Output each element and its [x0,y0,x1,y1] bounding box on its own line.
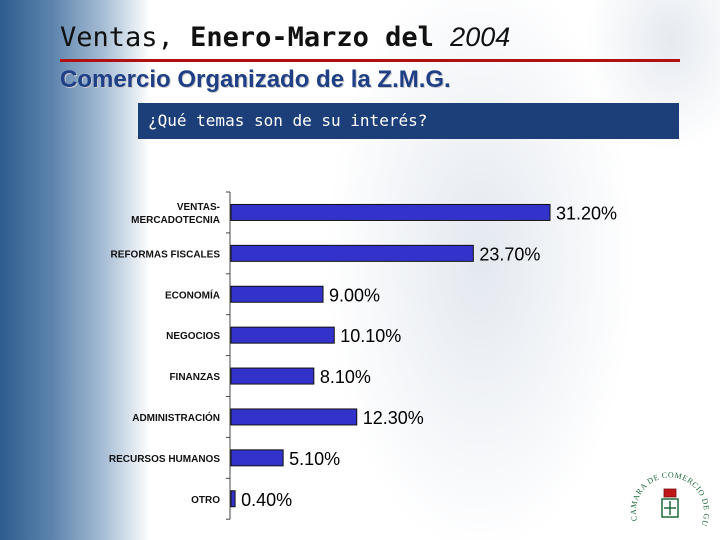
category-label: RECURSOS HUMANOS [109,454,220,465]
bar-4 [230,367,315,385]
value-label: 23.70% [479,244,540,264]
background-gradient-panel [0,0,150,540]
category-label: ADMINISTRACIÓN [132,411,220,424]
category-label: MERCADOTECNIA [131,215,220,226]
title-year: 2004 [450,22,511,52]
page-subtitle: Comercio Organizado de la Z.M.G. [60,66,451,93]
category-label: ECONOMÍA [165,288,220,301]
title-part-ventas: Ventas, [60,22,174,53]
value-label: 31.20% [556,203,617,223]
bar-6 [230,449,284,467]
bar-0 [230,203,551,221]
category-label: FINANZAS [169,372,220,383]
bar-3 [230,326,335,344]
category-label: OTRO [191,495,220,506]
chamber-of-commerce-seal-logo: CAMARA DE COMERCIO DE GUADALAJARA [628,465,711,528]
value-label: 12.30% [363,408,424,428]
category-label: NEGOCIOS [166,331,220,342]
category-label: VENTAS- [177,202,220,213]
value-label: 10.10% [340,326,401,346]
value-label: 8.10% [320,367,371,387]
title-divider [60,59,680,62]
title-part-period: Enero-Marzo del [190,22,434,53]
interest-bar-chart: VENTAS- MERCADOTECNIA 31.20% REFORMAS FISCA… [109,191,617,520]
bar-2 [230,285,324,303]
value-label: 9.00% [329,285,380,305]
page-title: Ventas, Enero-Marzo del 2004 [60,22,510,53]
value-label: 5.10% [289,449,340,469]
question-banner: ¿Qué temas son de su interés? [138,103,679,139]
bar-1 [230,244,474,262]
bar-7 [230,490,236,508]
category-label: REFORMAS FISCALES [111,249,221,260]
value-label: 0.40% [241,490,292,510]
bar-5 [230,408,358,426]
